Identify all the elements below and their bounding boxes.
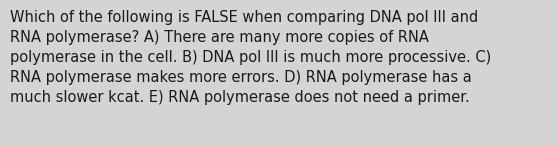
- Text: Which of the following is FALSE when comparing DNA pol III and
RNA polymerase? A: Which of the following is FALSE when com…: [10, 10, 491, 105]
